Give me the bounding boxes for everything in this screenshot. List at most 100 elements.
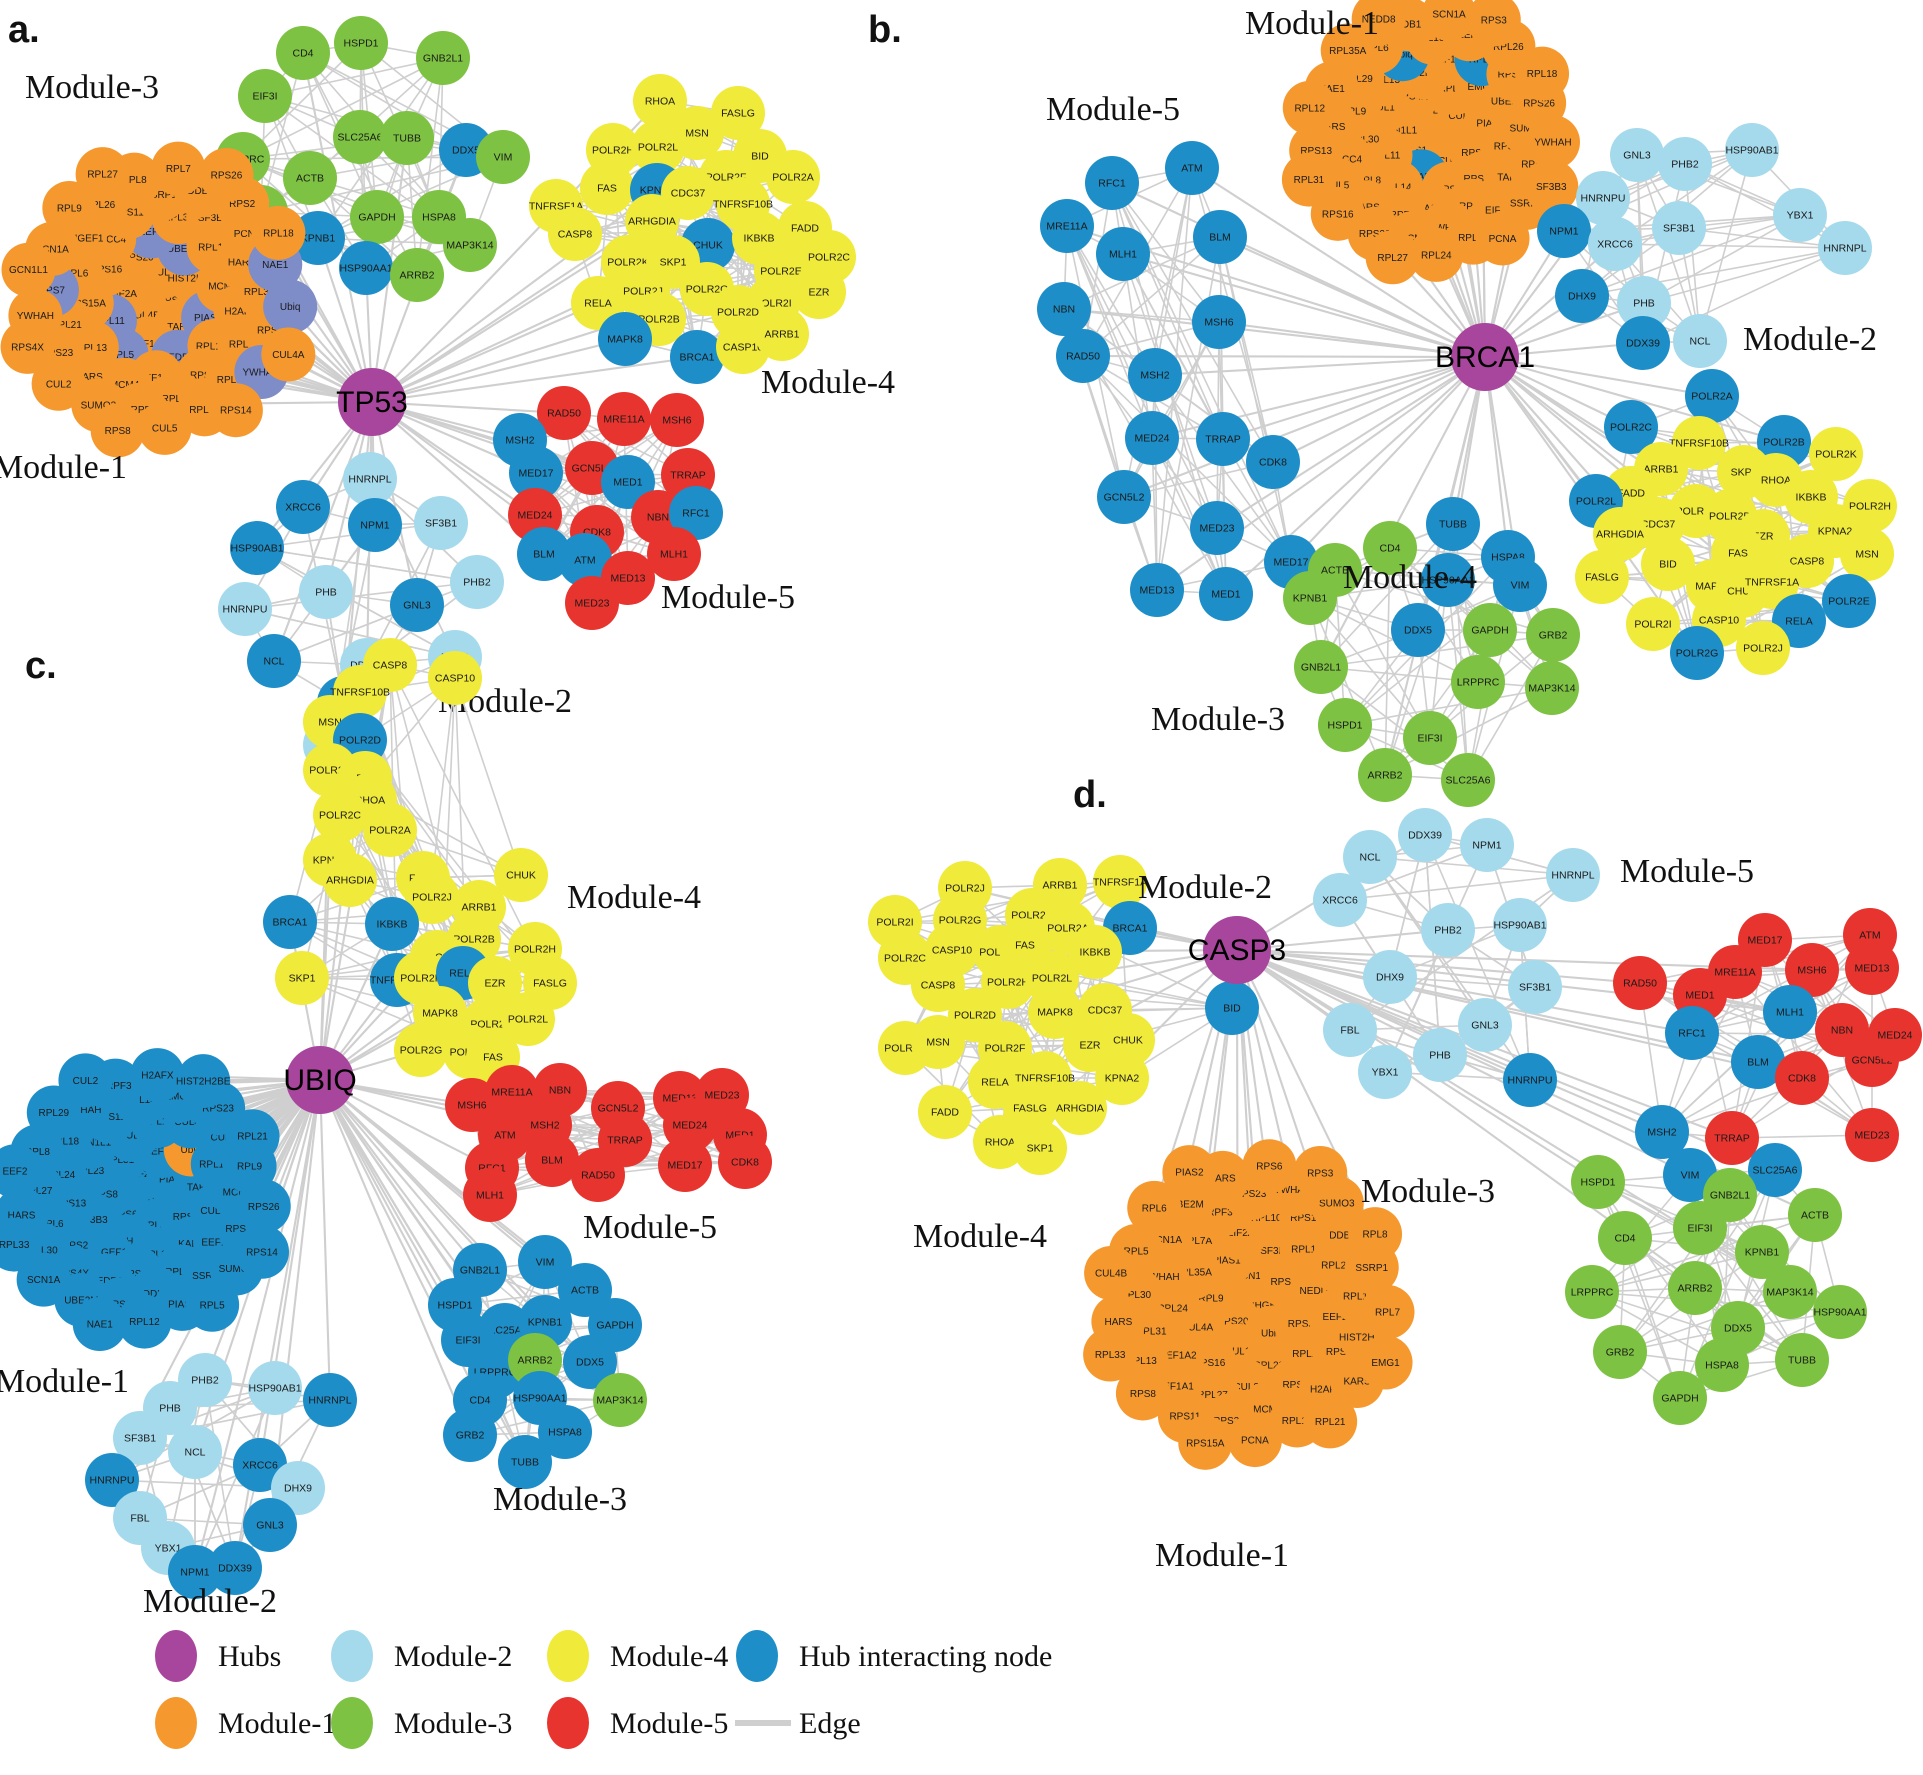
node-ARRB2[interactable]: ARRB2 (1358, 748, 1412, 802)
node-TRRAP[interactable]: TRRAP (1705, 1111, 1759, 1165)
node-circle-HSPA8[interactable] (538, 1405, 592, 1459)
node-PHB2[interactable]: PHB2 (1421, 903, 1475, 957)
node-PCNA[interactable]: PCNA (1227, 1413, 1282, 1468)
node-XRCC6[interactable]: XRCC6 (276, 480, 330, 534)
node-circle-RPS26[interactable] (236, 1179, 291, 1234)
node-NCL[interactable]: NCL (1343, 830, 1397, 884)
node-CASP8[interactable]: CASP8 (548, 207, 602, 261)
node-MSN[interactable]: MSN (911, 1015, 965, 1069)
node-circle-TNFRSF10B[interactable] (1672, 416, 1726, 470)
node-HSP90AB1[interactable]: HSP90AB1 (230, 521, 284, 575)
node-RPL12[interactable]: RPL12 (117, 1294, 172, 1349)
node-circle-CHUK[interactable] (494, 848, 548, 902)
node-circle-MED23[interactable] (565, 576, 619, 630)
node-circle-MAPK8[interactable] (598, 312, 652, 366)
node-HSP90AB1[interactable]: HSP90AB1 (1493, 898, 1547, 952)
node-MED24[interactable]: MED24 (1868, 1008, 1922, 1062)
node-circle-GRB2[interactable] (443, 1408, 497, 1462)
node-circle-SKP1[interactable] (275, 951, 329, 1005)
node-circle-VIM[interactable] (476, 130, 530, 184)
node-CASP8[interactable]: CASP8 (911, 958, 965, 1012)
node-circle-RHOA[interactable] (633, 74, 687, 128)
node-circle-MAP3K14[interactable] (443, 218, 497, 272)
node-VIM[interactable]: VIM (476, 130, 530, 184)
node-TUBB[interactable]: TUBB (1775, 1333, 1829, 1387)
node-circle-RPS14[interactable] (208, 383, 263, 438)
node-circle-POLR2J[interactable] (405, 870, 459, 924)
node-circle-GRB2[interactable] (1526, 608, 1580, 662)
node-MAP3K14[interactable]: MAP3K14 (443, 218, 497, 272)
node-circle-RPL24[interactable] (1409, 227, 1464, 282)
node-circle-MLH1[interactable] (463, 1168, 517, 1222)
node-POLR2A[interactable]: POLR2A (1685, 369, 1739, 423)
node-circle-RPL7[interactable] (1360, 1285, 1415, 1340)
node-MED13[interactable]: MED13 (1130, 563, 1184, 617)
node-circle-GCN1L1[interactable] (1, 242, 56, 297)
node-circle-RPS4X[interactable] (0, 319, 55, 374)
node-MED23[interactable]: MED23 (565, 576, 619, 630)
node-ATM[interactable]: ATM (1165, 141, 1219, 195)
node-circle-HNRNPL[interactable] (1546, 848, 1600, 902)
node-POLR2J[interactable]: POLR2J (1736, 621, 1790, 675)
node-Ubiq[interactable]: Ubiq (263, 279, 318, 334)
node-circle-RFC1[interactable] (1085, 156, 1139, 210)
node-circle-RPL7[interactable] (151, 141, 206, 196)
node-XRCC6[interactable]: XRCC6 (1588, 217, 1642, 271)
node-circle-RPL18[interactable] (251, 205, 306, 260)
node-circle-BLM[interactable] (517, 527, 571, 581)
node-circle-FADD[interactable] (918, 1085, 972, 1139)
node-DDX5[interactable]: DDX5 (1391, 603, 1445, 657)
node-circle-MED23[interactable] (1845, 1108, 1899, 1162)
node-PHB2[interactable]: PHB2 (1658, 137, 1712, 191)
node-circle-KPNB1[interactable] (1283, 571, 1337, 625)
node-circle-MAP3K14[interactable] (1525, 661, 1579, 715)
node-RPS14[interactable]: RPS14 (208, 383, 263, 438)
node-RPS3[interactable]: RPS3 (1466, 0, 1521, 47)
node-circle-EIF3I[interactable] (1673, 1201, 1727, 1255)
node-circle-POLR2L[interactable] (501, 992, 555, 1046)
node-circle-RPL31[interactable] (1281, 152, 1336, 207)
node-circle-RPL21[interactable] (1303, 1394, 1358, 1449)
node-circle-MSH2[interactable] (1128, 348, 1182, 402)
node-circle-RPL33[interactable] (1083, 1327, 1138, 1382)
node-circle-HSPD1[interactable] (1318, 698, 1372, 752)
node-circle-HSPD1[interactable] (334, 16, 388, 70)
node-RPL6[interactable]: RPL6 (1127, 1180, 1182, 1235)
node-MSH2[interactable]: MSH2 (1128, 348, 1182, 402)
hub-circle[interactable] (1451, 323, 1519, 391)
node-RPL33[interactable]: RPL33 (1083, 1327, 1138, 1382)
node-circle-RPL18[interactable] (1515, 46, 1570, 101)
node-POLR2L[interactable]: POLR2L (631, 120, 685, 174)
node-circle-ATM[interactable] (558, 533, 612, 587)
node-circle-PIAS2[interactable] (1162, 1145, 1217, 1200)
node-circle-GNB2L1[interactable] (416, 31, 470, 85)
node-circle-GNL3[interactable] (243, 1498, 297, 1552)
node-circle-CD4[interactable] (1363, 521, 1417, 575)
node-MAP3K14[interactable]: MAP3K14 (1525, 661, 1579, 715)
node-circle-H2AFX[interactable] (130, 1048, 185, 1103)
node-RFC1[interactable]: RFC1 (1665, 1006, 1719, 1060)
node-ATM[interactable]: ATM (558, 533, 612, 587)
node-PHB[interactable]: PHB (1413, 1028, 1467, 1082)
node-circle-EZR[interactable] (468, 956, 522, 1010)
node-RPL5[interactable]: RPL5 (185, 1277, 240, 1332)
node-GCN5L2[interactable]: GCN5L2 (1097, 470, 1151, 524)
node-circle-VIM[interactable] (1493, 558, 1547, 612)
node-circle-SF3B1[interactable] (1508, 960, 1562, 1014)
node-circle-PHB[interactable] (1617, 276, 1671, 330)
node-SF3B1[interactable]: SF3B1 (113, 1411, 167, 1465)
node-circle-NCL[interactable] (247, 634, 301, 688)
node-circle-HNRNPL[interactable] (1818, 221, 1872, 275)
node-KPNA2[interactable]: KPNA2 (1095, 1051, 1149, 1105)
node-RPL33[interactable]: RPL33 (0, 1217, 42, 1272)
node-circle-NPM1[interactable] (348, 498, 402, 552)
node-RPL24[interactable]: RPL24 (1409, 227, 1464, 282)
node-circle-LRPPRC[interactable] (1565, 1265, 1619, 1319)
node-circle-MED24[interactable] (1125, 411, 1179, 465)
hub-CASP3[interactable]: CASP3 (1188, 916, 1286, 984)
node-circle-HNRNPU[interactable] (85, 1453, 139, 1507)
node-circle-HIST2H2BE[interactable] (176, 1054, 231, 1109)
node-CUL2[interactable]: CUL2 (31, 356, 86, 411)
node-CUL4A[interactable]: CUL4A (261, 327, 316, 382)
node-MED17[interactable]: MED17 (1738, 913, 1792, 967)
